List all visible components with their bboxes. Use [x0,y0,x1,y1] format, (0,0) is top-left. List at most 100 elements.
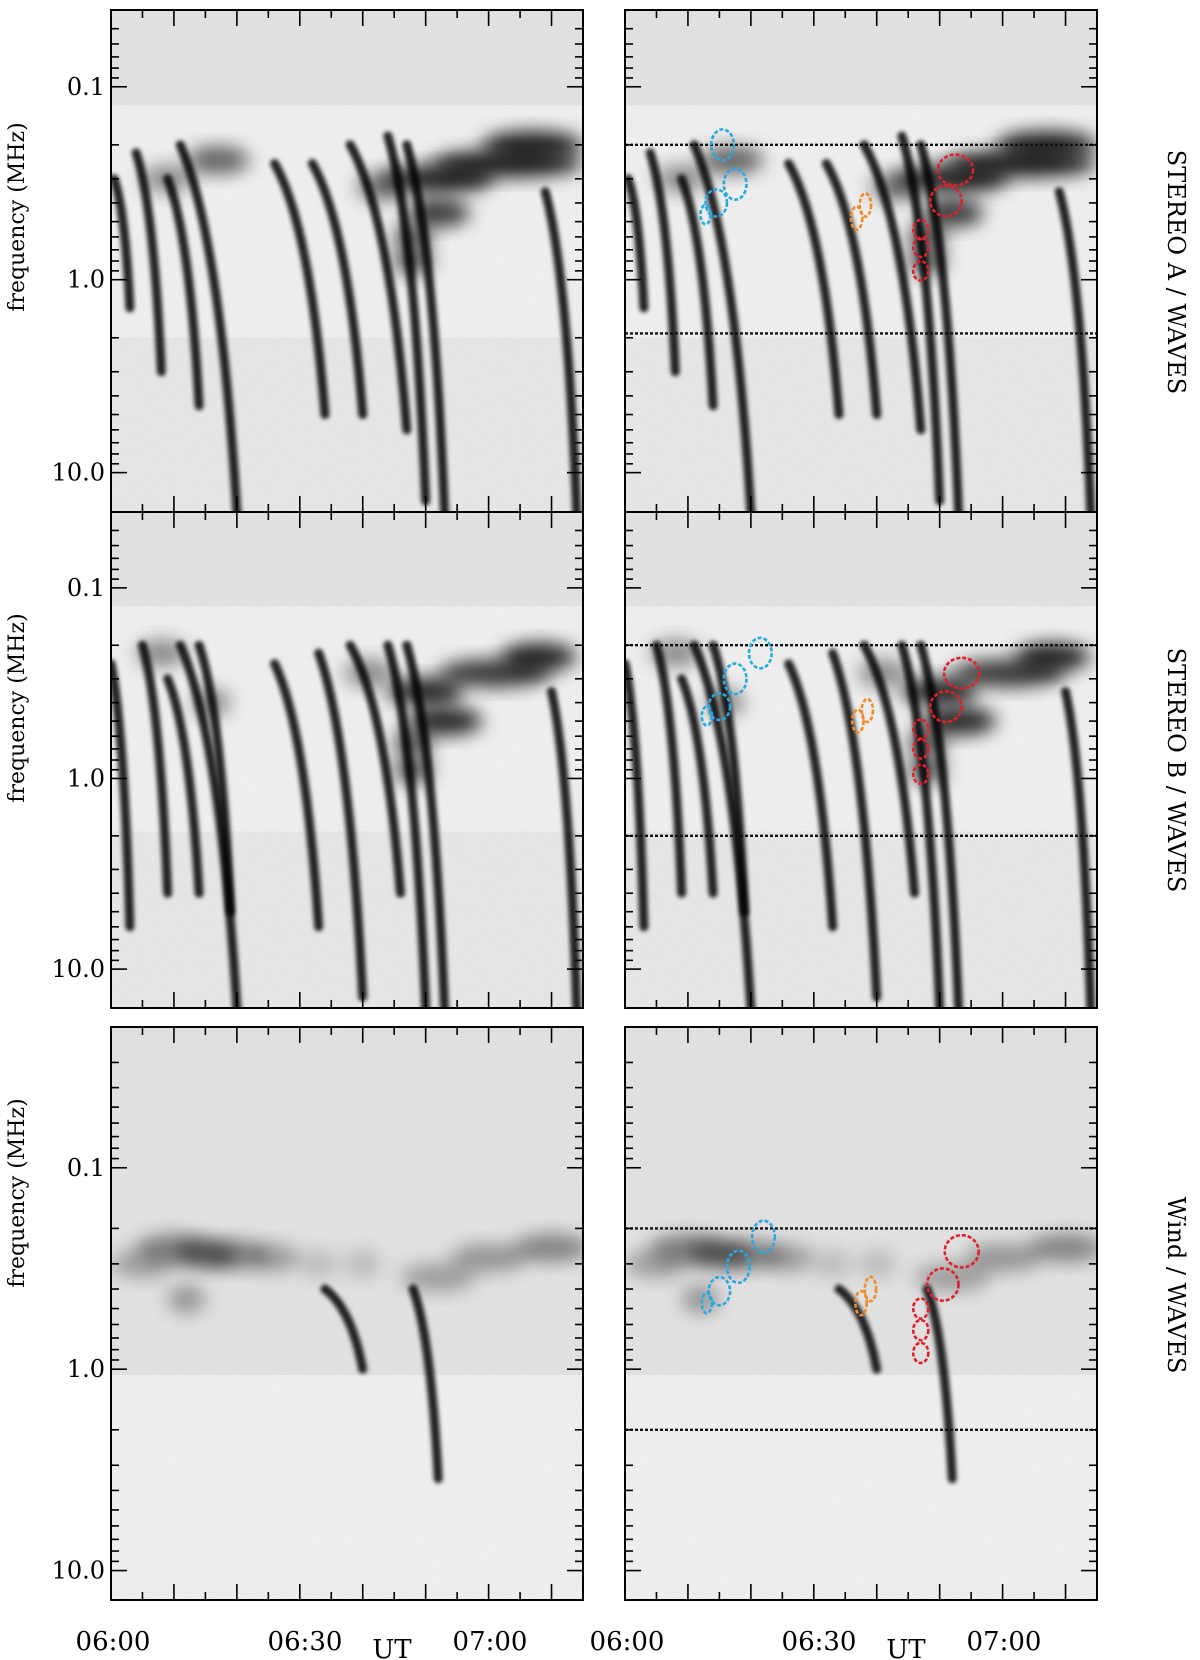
type-iii-burst [1061,687,1096,1008]
type-iii-burst [383,640,431,1008]
time-tick-label-right-0600: 06:00 [590,1627,665,1657]
feature-ellipse [911,218,930,241]
figure-labels: frequency (MHz) frequency (MHz) frequenc… [5,122,1190,1660]
emission-blob [681,1285,720,1314]
panel-r1-right [624,511,1098,1009]
freq-tick-label: 0.1 [67,73,105,101]
type-iii-burst [784,659,838,932]
panel-r0-right [624,9,1098,513]
feature-ellipse [928,690,963,724]
feature-ellipse [911,718,930,740]
instrument-label-wind: Wind / WAVES [1162,1197,1190,1374]
type-iii-burst [111,659,135,932]
instrument-label-stereo-b: STEREO B / WAVES [1162,648,1190,893]
type-iii-burst [270,659,324,932]
spectrogram-r1-left [111,512,583,1008]
feature-ellipse [854,1289,868,1317]
emission-blob [343,1249,382,1278]
emission-blob [857,1249,896,1278]
type-iii-burst [345,140,412,435]
type-iii-burst [402,640,450,1008]
feature-ellipse [942,656,981,690]
noise-texture [625,512,1097,1008]
type-iii-burst [408,1284,443,1484]
type-iii-burst [345,640,405,898]
panel-frame [110,1026,584,1601]
feature-ellipse [700,705,714,727]
emission-blob [700,146,764,175]
emission-blob [387,677,464,706]
feature-ellipse [750,1219,777,1255]
spectrogram-r1-right [625,512,1097,1008]
freq-tick-label: 10.0 [52,1557,105,1585]
freq-tick-label: 10.0 [52,955,105,983]
type-iii-burst [625,174,649,313]
type-iii-burst [137,640,173,898]
type-iii-burst [859,140,926,435]
emission-blob [299,1249,338,1278]
freq-tick-label: 10.0 [52,459,105,487]
type-iii-burst [645,148,680,377]
row2-ylabel: frequency (MHz) [5,613,30,802]
feature-ellipse [911,738,930,760]
feature-ellipse [911,763,930,786]
feature-ellipse [747,636,773,670]
feature-ellipse [911,1341,930,1365]
instrument-label-stereo-a: STEREO A / WAVES [1162,150,1190,394]
feature-ellipse [936,153,975,187]
type-iii-burst [111,174,135,313]
panel-r2-right [624,1026,1098,1601]
time-tick-label-left-0630: 06:30 [268,1627,343,1657]
type-iii-burst [163,674,204,898]
type-iii-burst [689,140,756,512]
type-iii-burst [194,640,236,917]
feature-ellipse [699,203,712,226]
type-iii-burst [916,640,964,1008]
type-iii-burst [689,640,756,1008]
type-iii-burst [708,640,750,917]
time-tick-label-right-0700: 07:00 [967,1627,1042,1657]
feature-ellipse [863,1275,878,1303]
spectrogram-r0-left [111,10,583,512]
emission-blob [813,1249,852,1278]
time-axis-label-left: UT [372,1635,412,1660]
emission-blob [186,146,250,175]
panel-frame [624,1026,1098,1601]
panel-r0-left: 0.1 1.0 10.0 [52,9,584,513]
emission-blob [513,1233,583,1262]
freq-tick-label: 1.0 [67,1355,105,1383]
feature-ellipse [911,236,930,259]
row3-ylabel: frequency (MHz) [5,1098,30,1287]
type-iii-burst [784,159,844,420]
type-iii-burst [1054,187,1096,512]
type-iii-burst [821,159,882,420]
feature-ellipse [911,1318,930,1342]
spectrogram-r0-right [625,10,1097,512]
type-iii-burst [540,187,582,512]
type-iii-burst [307,159,368,420]
emission-blob [167,1285,206,1314]
emission-blob [501,642,577,671]
feature-ellipse [911,1297,930,1320]
feature-ellipse [943,1233,980,1269]
emission-blob [964,1243,1041,1272]
noise-texture [111,512,583,1008]
type-iii-burst [859,640,919,898]
type-iii-burst [897,131,945,506]
spectrogram-r2-left [111,1027,583,1600]
type-iii-burst [922,1284,957,1484]
type-iii-burst [320,1284,368,1374]
type-iii-burst [828,648,882,1002]
feature-ellipse [704,188,729,218]
type-iii-burst [834,1284,882,1374]
type-iii-burst [547,687,582,1008]
freq-tick-label: 1.0 [67,764,105,792]
emission-blob [1027,1233,1097,1262]
freq-tick-label: 0.1 [67,1154,105,1182]
emission-blob [450,1243,527,1272]
feature-ellipse [722,167,748,201]
spectrogram-r2-right [625,1027,1097,1600]
type-iii-burst [651,640,687,898]
type-iii-burst [383,131,431,506]
